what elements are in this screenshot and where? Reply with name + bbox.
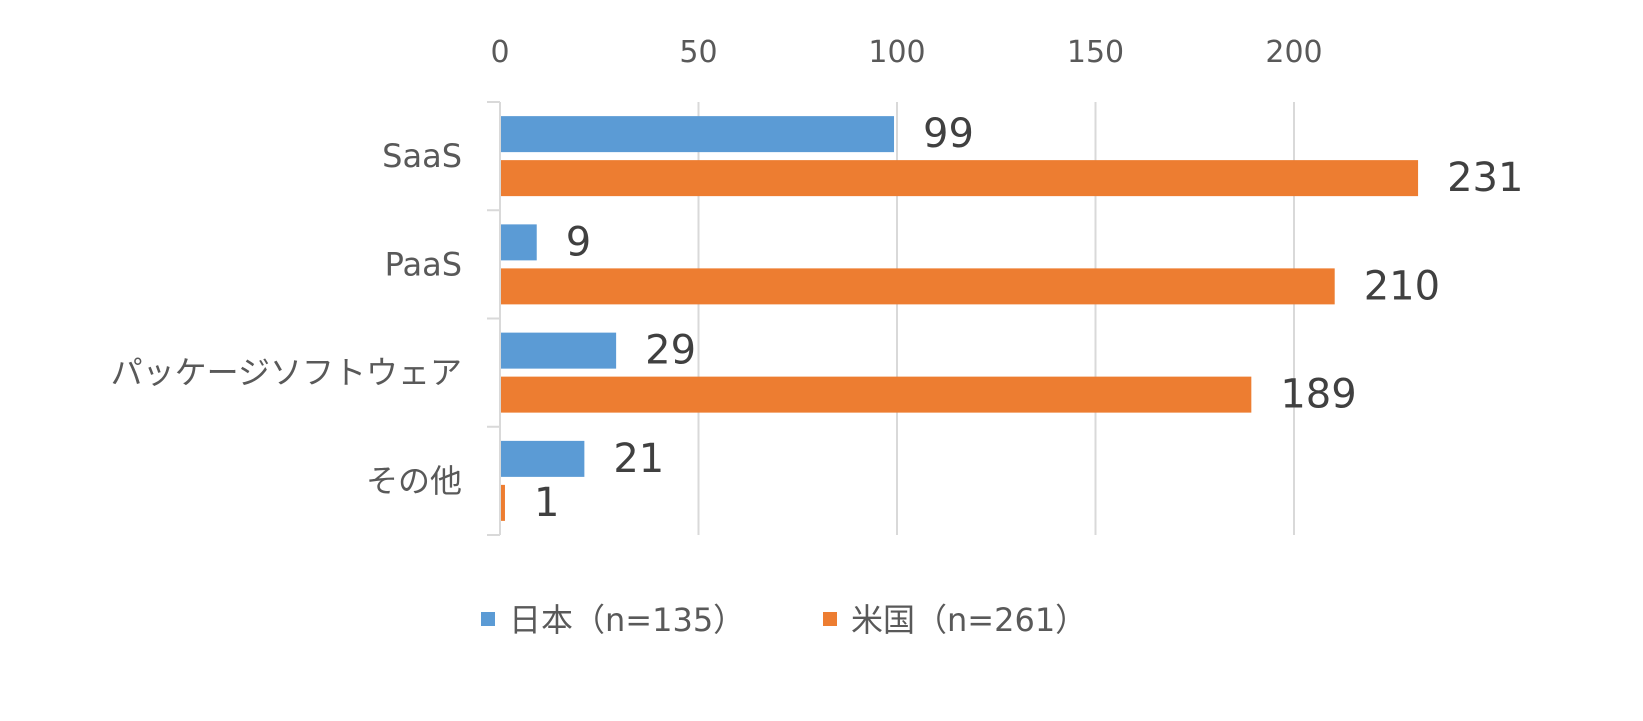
legend-swatch	[481, 612, 495, 626]
category-label: SaaS	[382, 137, 462, 175]
data-label: 210	[1364, 263, 1440, 309]
data-label: 9	[566, 219, 591, 265]
bar-us	[501, 376, 1252, 413]
x-tick-label: 100	[868, 35, 925, 70]
data-label: 1	[534, 480, 559, 526]
category-label: その他	[366, 462, 462, 500]
category-label: パッケージソフトウェア	[111, 354, 462, 392]
bar-japan	[501, 116, 895, 153]
bar-japan	[501, 224, 537, 261]
data-label: 189	[1280, 372, 1356, 418]
bar-us	[501, 268, 1335, 305]
category-label: PaaS	[385, 245, 462, 283]
bar-japan	[501, 440, 585, 477]
legend-swatch	[823, 612, 837, 626]
legend-label: 日本（n=135）	[509, 601, 745, 639]
data-label: 99	[923, 111, 974, 157]
data-label: 29	[645, 328, 696, 374]
bar-japan	[501, 332, 617, 369]
x-tick-label: 0	[490, 35, 509, 70]
x-tick-label: 200	[1265, 35, 1322, 70]
bar-us	[501, 484, 505, 521]
legend-label: 米国（n=261）	[851, 601, 1087, 639]
data-label: 231	[1447, 155, 1523, 201]
x-tick-label: 50	[679, 35, 717, 70]
bar-us	[501, 160, 1419, 197]
data-label: 21	[613, 436, 664, 482]
x-tick-label: 150	[1067, 35, 1124, 70]
